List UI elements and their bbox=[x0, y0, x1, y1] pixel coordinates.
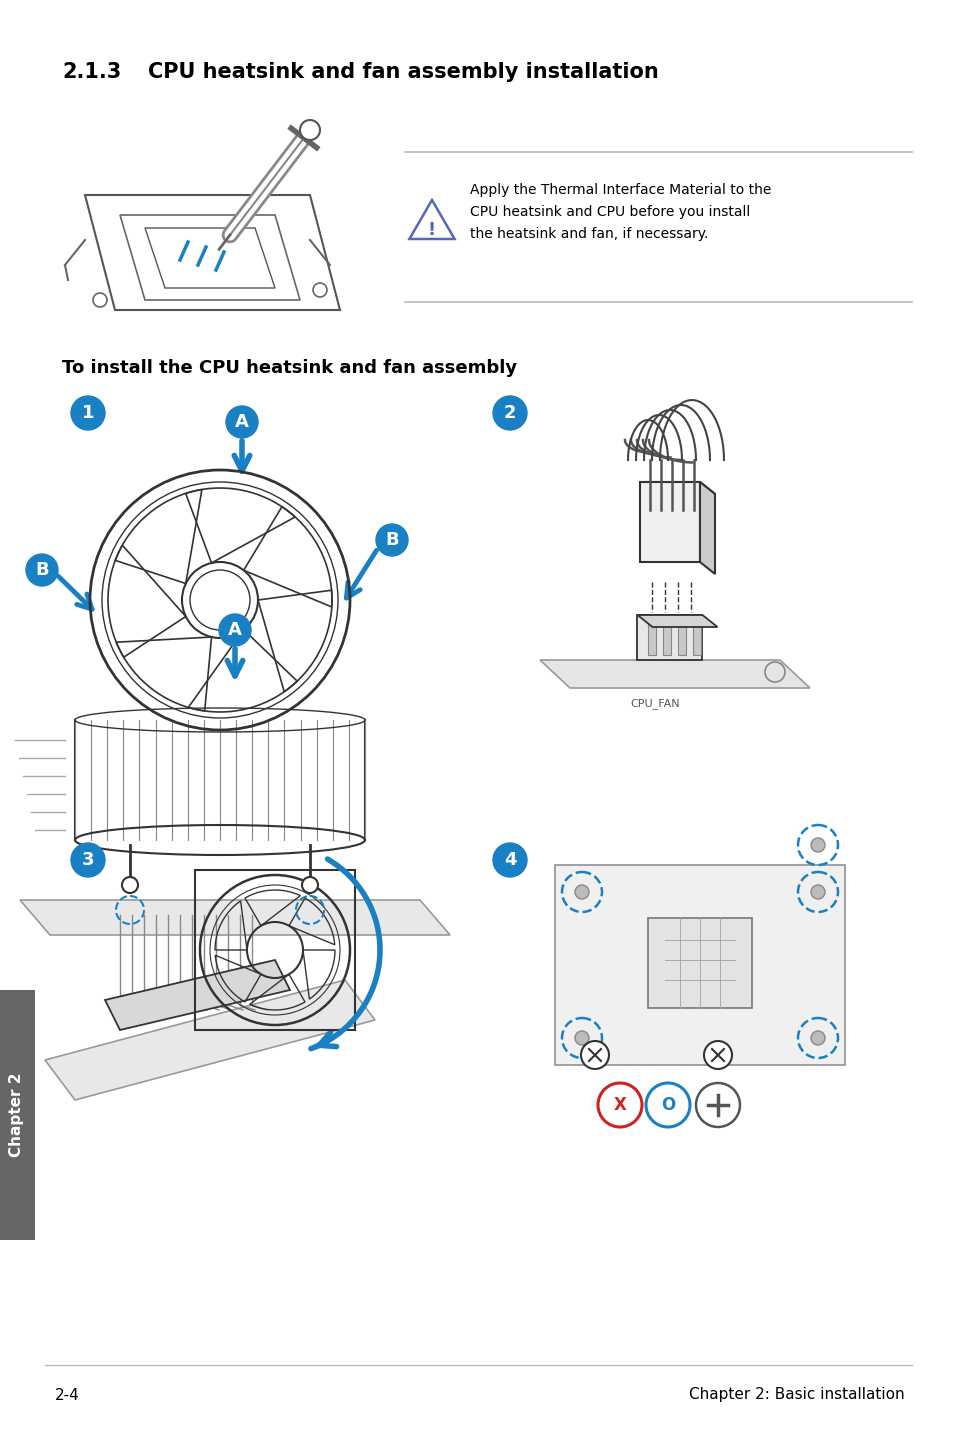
Text: B: B bbox=[385, 531, 398, 549]
Polygon shape bbox=[105, 961, 290, 1030]
Text: A: A bbox=[234, 413, 249, 431]
Text: To install the CPU heatsink and fan assembly: To install the CPU heatsink and fan asse… bbox=[62, 360, 517, 377]
Text: CPU_FAN: CPU_FAN bbox=[629, 697, 679, 709]
Circle shape bbox=[493, 843, 526, 877]
Polygon shape bbox=[637, 615, 701, 660]
Text: 1: 1 bbox=[82, 404, 94, 421]
Bar bbox=[0, 989, 35, 1240]
Bar bbox=[692, 620, 700, 654]
Polygon shape bbox=[639, 482, 700, 562]
Circle shape bbox=[575, 884, 588, 899]
Text: 2: 2 bbox=[503, 404, 516, 421]
Text: 3: 3 bbox=[82, 851, 94, 869]
Circle shape bbox=[26, 554, 58, 587]
Text: 4: 4 bbox=[503, 851, 516, 869]
Polygon shape bbox=[637, 615, 717, 627]
Circle shape bbox=[219, 614, 251, 646]
Circle shape bbox=[493, 395, 526, 430]
Circle shape bbox=[810, 838, 824, 851]
Circle shape bbox=[302, 877, 317, 893]
Text: Chapter 2: Chapter 2 bbox=[10, 1073, 25, 1158]
Text: CPU heatsink and CPU before you install: CPU heatsink and CPU before you install bbox=[470, 206, 749, 219]
Text: B: B bbox=[35, 561, 49, 580]
Text: CPU heatsink and fan assembly installation: CPU heatsink and fan assembly installati… bbox=[148, 62, 659, 82]
Text: the heatsink and fan, if necessary.: the heatsink and fan, if necessary. bbox=[470, 227, 708, 242]
Circle shape bbox=[810, 1031, 824, 1045]
Bar bbox=[647, 620, 656, 654]
Circle shape bbox=[598, 1083, 641, 1127]
Text: 2.1.3: 2.1.3 bbox=[62, 62, 121, 82]
Circle shape bbox=[226, 406, 257, 439]
Circle shape bbox=[299, 119, 319, 139]
Circle shape bbox=[375, 523, 408, 557]
Text: Apply the Thermal Interface Material to the: Apply the Thermal Interface Material to … bbox=[470, 183, 771, 197]
Polygon shape bbox=[45, 981, 375, 1100]
Circle shape bbox=[122, 877, 138, 893]
Circle shape bbox=[313, 283, 327, 298]
Text: A: A bbox=[228, 621, 242, 638]
Polygon shape bbox=[20, 900, 450, 935]
Circle shape bbox=[71, 843, 105, 877]
Text: Chapter 2: Basic installation: Chapter 2: Basic installation bbox=[689, 1388, 904, 1402]
Circle shape bbox=[696, 1083, 740, 1127]
Circle shape bbox=[575, 1031, 588, 1045]
Polygon shape bbox=[700, 482, 714, 574]
Circle shape bbox=[645, 1083, 689, 1127]
Circle shape bbox=[71, 395, 105, 430]
Bar bbox=[647, 917, 751, 1008]
Bar bbox=[662, 620, 670, 654]
Circle shape bbox=[92, 293, 107, 306]
Text: 2-4: 2-4 bbox=[55, 1388, 80, 1402]
Polygon shape bbox=[639, 482, 714, 495]
Circle shape bbox=[810, 884, 824, 899]
Bar bbox=[555, 866, 844, 1066]
Text: !: ! bbox=[428, 221, 436, 239]
Polygon shape bbox=[539, 660, 809, 687]
Text: O: O bbox=[660, 1096, 675, 1114]
Text: X: X bbox=[613, 1096, 626, 1114]
Bar bbox=[678, 620, 685, 654]
Circle shape bbox=[580, 1041, 608, 1068]
Circle shape bbox=[703, 1041, 731, 1068]
